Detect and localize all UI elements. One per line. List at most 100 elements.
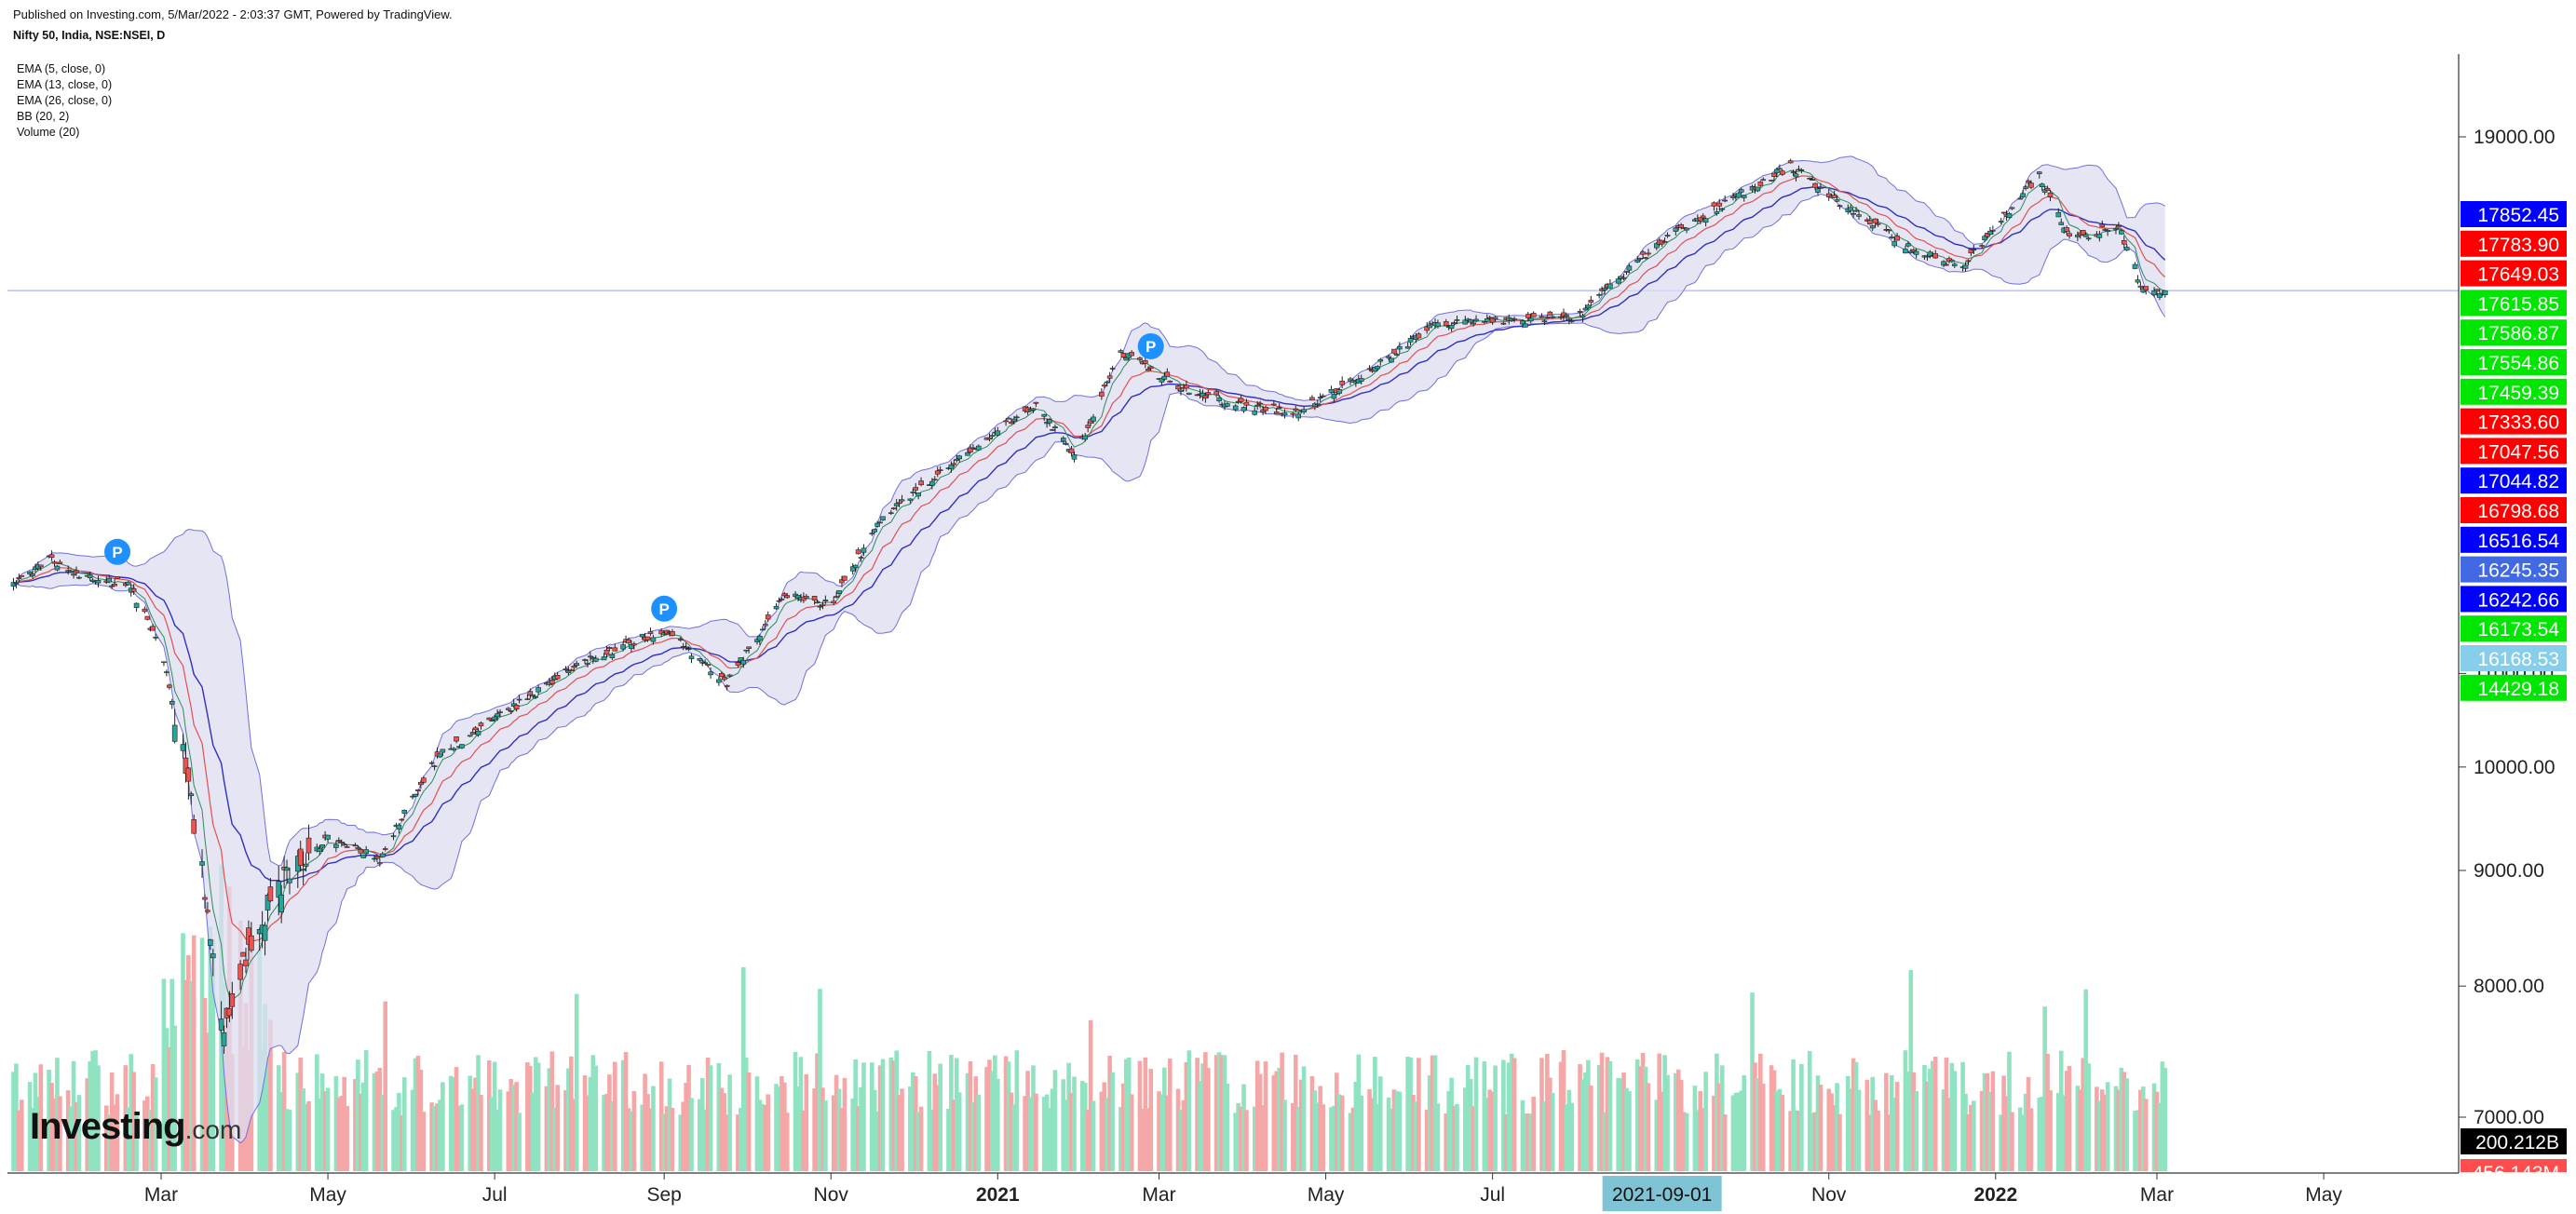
- legend-ema-13[interactable]: EMA (13, close, 0): [17, 78, 113, 91]
- volume-bar: [1129, 1094, 1134, 1171]
- candle-body: [317, 848, 323, 852]
- price-label-bg: [2461, 319, 2567, 346]
- candle: [202, 894, 208, 910]
- candle: [1719, 208, 1726, 212]
- candle-body: [2023, 186, 2028, 189]
- candle-body: [1006, 417, 1011, 420]
- volume-bar: [1206, 1068, 1211, 1171]
- candle-body: [1471, 322, 1476, 325]
- volume-bar: [35, 1097, 41, 1171]
- candle: [1886, 229, 1892, 235]
- candle-body: [746, 646, 752, 649]
- volume-bar: [1157, 1091, 1161, 1171]
- candle-body: [1473, 318, 1479, 322]
- volume-bar: [610, 1100, 615, 1171]
- candle-body: [1818, 187, 1824, 189]
- volume-bar: [780, 1075, 784, 1171]
- volume-bar: [970, 1102, 976, 1171]
- candle-body: [1063, 443, 1069, 445]
- candle: [1082, 432, 1089, 442]
- candle-body: [1634, 260, 1641, 263]
- candle-body: [377, 862, 383, 865]
- candle: [1951, 262, 1958, 268]
- price-label-text: 17459.39: [2477, 383, 2559, 404]
- candle: [724, 684, 730, 691]
- candle: [2055, 208, 2062, 218]
- candle: [1990, 225, 1996, 236]
- candle-body: [1375, 366, 1381, 370]
- volume-bar: [900, 1088, 904, 1171]
- volume-bar: [1088, 1019, 1093, 1171]
- candle: [2135, 275, 2141, 285]
- volume-bar: [1692, 1086, 1698, 1171]
- candle: [1643, 256, 1648, 260]
- candle-body: [1276, 407, 1282, 409]
- candle: [1358, 374, 1364, 385]
- candle: [1777, 164, 1783, 170]
- candle-body: [2162, 290, 2168, 296]
- candle-body: [226, 1008, 233, 1017]
- candle-body: [801, 596, 807, 601]
- candle: [325, 834, 331, 843]
- candle: [513, 703, 520, 712]
- candle: [1375, 365, 1381, 371]
- candle-body: [1071, 454, 1078, 460]
- candle-body: [1205, 392, 1212, 396]
- legend-ema-26[interactable]: EMA (26, close, 0): [17, 94, 113, 107]
- candle: [688, 653, 695, 664]
- candle: [1328, 385, 1335, 394]
- candle-body: [740, 659, 747, 665]
- candle-body: [1270, 403, 1277, 406]
- volume-bar: [1712, 1095, 1716, 1171]
- candle-body: [1186, 392, 1192, 395]
- candle-body: [1512, 318, 1517, 320]
- candle: [1577, 308, 1583, 317]
- volume-bar: [1832, 1105, 1837, 1171]
- volume-bar: [106, 1113, 112, 1171]
- candle-body: [1711, 202, 1717, 207]
- legend-bollinger[interactable]: BB (20, 2): [17, 110, 70, 123]
- volume-bar: [818, 989, 822, 1171]
- volume-bar: [2040, 1097, 2045, 1171]
- legend-ema-5[interactable]: EMA (5, close, 0): [17, 62, 106, 75]
- candle: [697, 657, 703, 663]
- legend-volume[interactable]: Volume (20): [17, 126, 80, 139]
- volume-bar: [1473, 1057, 1479, 1171]
- candle: [951, 459, 957, 467]
- candle-body: [910, 492, 916, 493]
- candle-body: [1568, 320, 1575, 322]
- candle-body: [1454, 319, 1460, 321]
- candle: [1596, 292, 1602, 299]
- volume-bar: [1722, 1114, 1728, 1171]
- volume-bar: [1263, 1061, 1268, 1171]
- candle: [2099, 220, 2106, 228]
- volume-bar: [459, 1104, 465, 1171]
- volume-bar: [359, 1093, 363, 1171]
- volume-bar: [2048, 1090, 2053, 1171]
- volume-bar: [530, 1092, 536, 1171]
- candle: [1397, 342, 1403, 354]
- volume-bar: [588, 1076, 593, 1171]
- candle-body: [735, 662, 741, 666]
- volume-bar: [1925, 1081, 1930, 1171]
- candle-body: [1790, 171, 1796, 173]
- candle-body: [2020, 193, 2026, 197]
- volume-bar: [1835, 1083, 1839, 1171]
- candle-body: [497, 711, 503, 713]
- candle-body: [51, 561, 58, 564]
- candle-body: [1175, 385, 1181, 390]
- candle-body: [1118, 350, 1124, 353]
- pivot-marker-icon: P: [1137, 332, 1164, 359]
- volume-bar: [984, 1067, 989, 1171]
- candle: [1331, 392, 1337, 402]
- candle: [30, 570, 35, 579]
- volume-bar: [1184, 1061, 1189, 1171]
- candle-body: [1987, 230, 1993, 235]
- candle-body: [530, 694, 536, 697]
- volume-bar: [1586, 1059, 1591, 1171]
- candle: [1063, 440, 1069, 446]
- candle-body: [454, 736, 459, 742]
- candle-body: [19, 574, 25, 577]
- candle: [1389, 357, 1394, 363]
